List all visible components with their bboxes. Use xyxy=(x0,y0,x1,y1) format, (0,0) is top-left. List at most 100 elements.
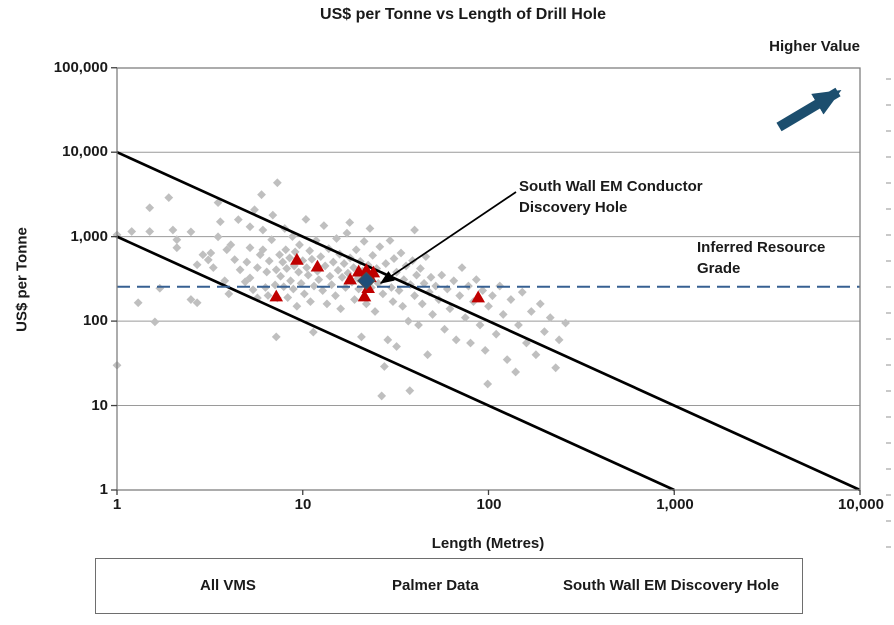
page-edge-dot xyxy=(886,390,891,392)
page-edge-dot xyxy=(886,338,891,340)
all-vms-point xyxy=(478,286,488,295)
all-vms-point xyxy=(308,327,318,337)
all-vms-point xyxy=(213,232,223,242)
all-vms-point xyxy=(410,291,419,301)
all-vms-point xyxy=(466,338,475,348)
all-vms-point xyxy=(258,245,268,255)
all-vms-point xyxy=(526,307,536,316)
all-vms-point xyxy=(377,391,387,401)
all-vms-point xyxy=(350,295,359,304)
all-vms-point xyxy=(242,257,252,267)
all-vms-point xyxy=(484,301,493,311)
all-vms-point xyxy=(378,289,388,299)
y-tick-label: 100 xyxy=(82,312,108,329)
all-vms-point xyxy=(551,363,561,373)
palmer-data-point xyxy=(310,259,325,272)
all-vms-point xyxy=(405,386,415,396)
palmer-data-point xyxy=(357,289,372,302)
inferred-annotation-line2: Grade xyxy=(697,260,741,277)
all-vms-point xyxy=(220,276,230,286)
all-vms-point xyxy=(428,310,437,319)
all-vms-point xyxy=(410,225,419,235)
palmer-data-point xyxy=(290,252,304,265)
all-vms-point xyxy=(192,298,202,308)
all-vms-point xyxy=(345,218,355,227)
all-vms-point xyxy=(351,245,361,255)
all-vms-point xyxy=(388,297,398,307)
all-vms-point xyxy=(213,198,223,208)
all-vms-point xyxy=(471,275,481,285)
all-vms-point xyxy=(336,304,346,314)
all-vms-point xyxy=(286,276,295,286)
all-vms-point xyxy=(282,264,292,273)
page-edge-dot xyxy=(886,312,891,314)
all-vms-point xyxy=(328,257,338,267)
all-vms-point xyxy=(257,190,266,200)
south-wall-annotation-arrow xyxy=(379,191,517,284)
all-vms-point xyxy=(270,280,280,290)
all-vms-point xyxy=(480,345,490,355)
all-vms-point xyxy=(306,297,315,307)
all-vms-point xyxy=(488,291,497,301)
all-vms-point xyxy=(155,283,165,293)
all-vms-point xyxy=(396,248,406,258)
all-vms-point xyxy=(233,215,243,225)
all-vms-point xyxy=(403,316,413,326)
page-edge-dot xyxy=(886,442,891,444)
x-tick-label: 100 xyxy=(476,496,502,513)
all-vms-point xyxy=(262,267,272,277)
all-vms-point xyxy=(545,313,555,323)
all-vms-point xyxy=(368,250,378,260)
all-vms-point xyxy=(314,275,324,285)
all-vms-point xyxy=(206,248,216,258)
all-vms-point xyxy=(276,271,286,281)
page-edge-dot xyxy=(886,468,891,470)
all-vms-point xyxy=(416,264,425,273)
page-edge-dot xyxy=(886,260,891,262)
all-vms-point xyxy=(253,263,262,273)
palmer-data-point xyxy=(366,265,381,278)
all-vms-point xyxy=(365,224,375,233)
legend-label-all-vms: All VMS xyxy=(200,577,256,594)
page-edge-dot xyxy=(886,546,891,548)
all-vms-point xyxy=(392,342,401,351)
all-vms-point xyxy=(168,225,178,235)
legend-label-palmer-data: Palmer Data xyxy=(392,577,479,594)
all-vms-point xyxy=(561,318,570,328)
all-vms-point xyxy=(258,225,268,235)
all-vms-point xyxy=(386,283,396,292)
all-vms-point xyxy=(398,301,408,311)
lower-envelope-line xyxy=(116,235,675,492)
all-vms-point xyxy=(385,236,395,245)
all-vms-point xyxy=(332,234,341,243)
all-vms-point xyxy=(305,246,315,256)
page-edge-dot xyxy=(886,78,891,80)
palmer-data-point xyxy=(343,272,357,285)
all-vms-point xyxy=(419,278,429,288)
all-vms-point xyxy=(267,235,277,245)
all-vms-point xyxy=(278,257,288,267)
all-vms-point xyxy=(292,301,302,311)
all-vms-point xyxy=(172,243,182,253)
all-vms-point xyxy=(357,332,366,342)
all-vms-point xyxy=(186,295,196,304)
all-vms-point xyxy=(325,271,335,281)
all-vms-point xyxy=(445,304,455,314)
all-vms-point xyxy=(289,261,299,271)
all-vms-point xyxy=(302,263,312,273)
page-edge-dot xyxy=(886,494,891,496)
x-tick-label: 10 xyxy=(294,496,312,513)
all-vms-point xyxy=(455,291,465,301)
all-vms-point xyxy=(288,232,297,242)
y-tick-label: 1,000 xyxy=(70,228,108,245)
all-vms-point xyxy=(263,291,273,300)
all-vms-point xyxy=(502,355,512,365)
all-vms-point xyxy=(339,259,349,268)
south-wall-annotation: South Wall EM Conductor Discovery Hole xyxy=(519,176,703,218)
all-vms-point xyxy=(342,228,352,238)
south-wall-discovery-point xyxy=(357,271,376,291)
page-edge-dot xyxy=(886,234,891,236)
all-vms-point xyxy=(271,265,281,275)
all-vms-point xyxy=(186,227,196,237)
all-vms-point xyxy=(394,286,404,295)
